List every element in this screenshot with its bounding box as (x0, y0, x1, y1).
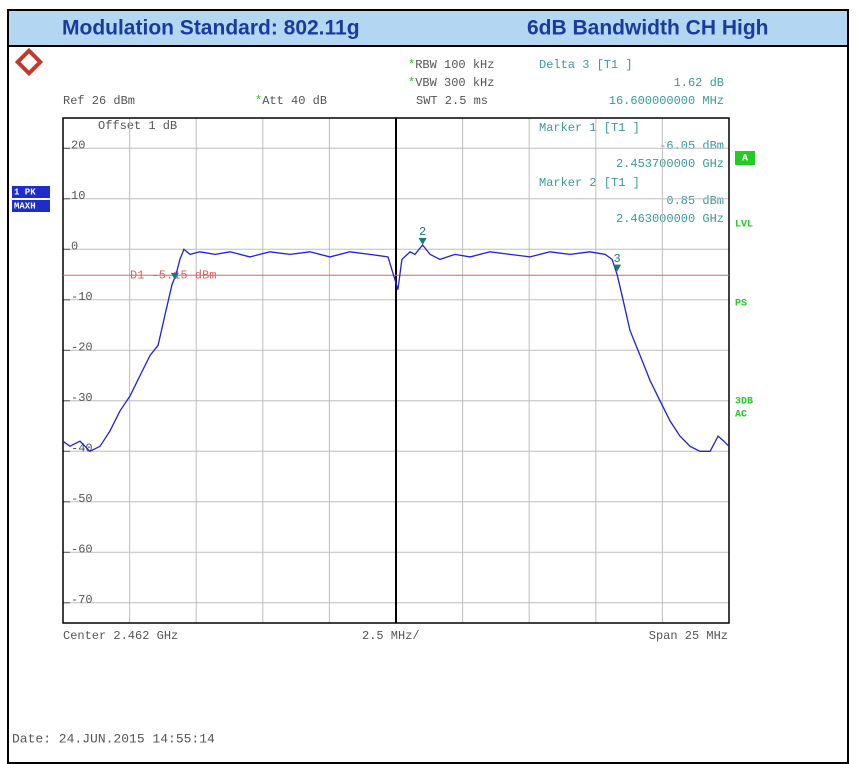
marker2-title: Marker 2 [T1 ] (539, 176, 640, 190)
y-tick-label: -40 (71, 441, 93, 455)
ps-label: PS (735, 299, 747, 310)
trace-mode: MAXH (14, 201, 36, 211)
header-right: 6dB Bandwidth CH High (527, 17, 768, 40)
marker-label: 2 (419, 225, 426, 239)
y-tick-label: -30 (71, 391, 93, 405)
trace-box (12, 186, 50, 198)
freq-per-div: 2.5 MHz/ (362, 629, 420, 643)
lvl-label: LVL (735, 220, 753, 231)
header-left: Modulation Standard: 802.11g (62, 17, 360, 40)
marker (418, 238, 427, 246)
y-tick-label: 0 (71, 239, 78, 253)
offset: Offset 1 dB (98, 119, 177, 133)
ref-level: Ref 26 dBm (63, 94, 135, 108)
y-tick-label: -20 (71, 340, 93, 354)
marker-label: 3 (614, 252, 621, 266)
span: Span 25 MHz (649, 629, 728, 643)
a-label: A (742, 154, 748, 165)
logo (14, 47, 44, 77)
delta-title: Delta 3 [T1 ] (539, 58, 633, 72)
delta-freq: 16.600000000 MHz (609, 94, 724, 108)
marker (613, 264, 622, 272)
marker1-level: -6.05 dBm (659, 139, 724, 153)
attenuation: *Att 40 dB (255, 94, 327, 108)
y-tick-label: -50 (71, 492, 93, 506)
ac-label: AC (735, 410, 747, 421)
date: Date: 24.JUN.2015 14:55:14 (12, 731, 215, 746)
y-tick-label: -70 (71, 593, 93, 607)
delta-level: 1.62 dB (674, 76, 724, 90)
vbw: *VBW 300 kHz (408, 76, 494, 90)
center-freq: Center 2.462 GHz (63, 629, 178, 643)
marker2-freq: 2.463000000 GHz (616, 212, 724, 226)
frame (7, 9, 849, 764)
y-tick-label: -10 (71, 290, 93, 304)
3db-label: 3DB (735, 397, 753, 408)
marker1-freq: 2.453700000 GHz (616, 157, 724, 171)
trace-box (12, 200, 50, 212)
a-box (735, 151, 755, 165)
marker (170, 272, 179, 280)
marker1-title: Marker 1 [T1 ] (539, 121, 640, 135)
trace (62, 243, 730, 453)
marker2-level: 0.85 dBm (666, 194, 724, 208)
rbw: *RBW 100 kHz (408, 58, 494, 72)
y-tick-label: 10 (71, 189, 85, 203)
sweep-time: SWT 2.5 ms (416, 94, 488, 108)
y-tick-label: -60 (71, 542, 93, 556)
trace-detector: 1 PK (14, 187, 36, 197)
header-band (9, 11, 847, 45)
y-tick-label: 20 (71, 138, 85, 152)
